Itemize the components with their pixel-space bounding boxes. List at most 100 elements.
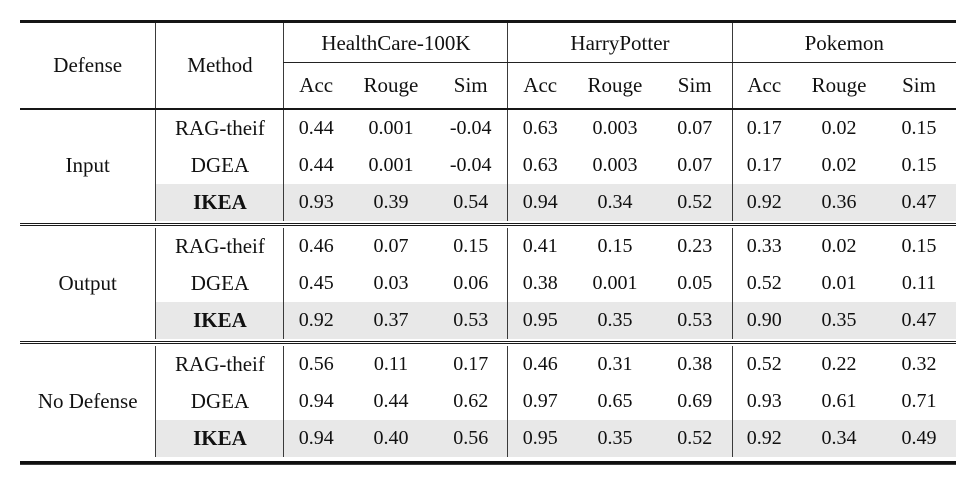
cell-value: 0.69	[677, 390, 713, 412]
cell-value: 0.003	[592, 154, 638, 176]
method-label: IKEA	[155, 420, 284, 457]
cell-value: 0.22	[821, 353, 857, 375]
cell-value: 0.63	[507, 147, 572, 184]
cell-value: 0.15	[901, 154, 937, 176]
cell-value: 0.07	[677, 154, 713, 176]
cell-value: 0.93	[731, 383, 796, 420]
block-input: Input RAG-theif 0.44 0.001 -0.04 0.63 0.…	[19, 109, 957, 221]
cell-value: 0.15	[901, 117, 937, 139]
method-label: RAG-theif	[155, 346, 284, 383]
cell-value: 0.34	[796, 420, 882, 457]
metric-header-acc: Acc	[283, 62, 348, 110]
cell-value: 0.31	[597, 353, 633, 375]
cell-value: 0.62	[453, 390, 489, 412]
block-separator	[19, 221, 957, 228]
cell-value: 0.44	[283, 147, 348, 184]
metric-header-sim: Sim	[657, 62, 732, 110]
cell-value: 0.65	[597, 390, 633, 412]
cell-value: 0.71	[901, 390, 937, 412]
defense-label: Output	[19, 228, 156, 339]
metric-header-rouge: Rouge	[347, 62, 434, 110]
cell-value: 0.001	[368, 117, 414, 139]
cell-value: 0.35	[571, 420, 658, 457]
cell-value: 0.001	[592, 272, 638, 294]
cell-value: 0.15	[453, 235, 489, 257]
cell-value: 0.95	[507, 302, 572, 339]
group-header-harrypotter: HarryPotter	[507, 21, 732, 63]
cell-value: 0.35	[571, 302, 658, 339]
defense-label: No Defense	[19, 346, 156, 457]
results-table: Defense Method HealthCare-100K HarryPott…	[19, 20, 957, 465]
metric-header-sim: Sim	[882, 62, 957, 110]
cell-value: 0.41	[507, 228, 572, 265]
cell-value: 0.35	[796, 302, 882, 339]
block-separator	[19, 339, 957, 346]
table-bottom-rule	[19, 457, 957, 465]
cell-value: 0.93	[283, 184, 348, 221]
group-header-pokemon: Pokemon	[731, 21, 957, 63]
cell-value: 0.52	[731, 346, 796, 383]
cell-value: 0.01	[821, 272, 857, 294]
cell-value: 0.94	[283, 383, 348, 420]
cell-value: 0.90	[731, 302, 796, 339]
cell-value: 0.40	[347, 420, 434, 457]
method-label: RAG-theif	[155, 109, 284, 147]
cell-value: 0.17	[731, 147, 796, 184]
cell-value: 0.49	[882, 420, 957, 457]
cell-value: -0.04	[449, 117, 492, 139]
bottom-rule-row	[19, 457, 957, 465]
method-label: DGEA	[155, 265, 284, 302]
metric-header-rouge: Rouge	[796, 62, 882, 110]
cell-value: 0.39	[347, 184, 434, 221]
double-rule	[19, 341, 957, 344]
table-row-highlighted: IKEA 0.93 0.39 0.54 0.94 0.34 0.52 0.92 …	[20, 184, 957, 221]
cell-value: 0.32	[901, 353, 937, 375]
table-row: Output RAG-theif 0.46 0.07 0.15 0.41 0.1…	[19, 228, 956, 339]
cell-value: 0.46	[283, 228, 348, 265]
cell-value: 0.47	[882, 302, 957, 339]
cell-value: 0.92	[731, 420, 796, 457]
cell-value: 0.61	[821, 390, 857, 412]
double-rule	[19, 223, 957, 226]
cell-value: 0.54	[433, 184, 508, 221]
table-row: DGEA 0.94 0.44 0.62 0.97 0.65 0.69 0.93 …	[20, 383, 956, 420]
cell-value: 0.53	[657, 302, 732, 339]
cell-value: 0.52	[731, 265, 796, 302]
cell-value: 0.15	[901, 235, 937, 257]
table-header: Defense Method HealthCare-100K HarryPott…	[19, 21, 957, 110]
cell-value: 0.92	[731, 184, 796, 221]
cell-value: 0.001	[368, 154, 414, 176]
cell-value: 0.92	[283, 302, 348, 339]
cell-value: 0.44	[283, 109, 348, 147]
cell-value: 0.11	[901, 272, 937, 294]
cell-value: 0.47	[882, 184, 957, 221]
cell-value: 0.07	[677, 117, 713, 139]
table-row: Input RAG-theif 0.44 0.001 -0.04 0.63 0.…	[19, 109, 956, 221]
separator-row	[19, 339, 957, 346]
cell-value: 0.56	[433, 420, 508, 457]
table-row-highlighted: IKEA 0.94 0.40 0.56 0.95 0.35 0.52 0.92 …	[20, 420, 957, 457]
table-row-highlighted: IKEA 0.92 0.37 0.53 0.95 0.35 0.53 0.90 …	[20, 302, 957, 339]
cell-value: 0.53	[433, 302, 508, 339]
method-label: DGEA	[155, 383, 284, 420]
cell-value: 0.46	[507, 346, 572, 383]
block-no-defense: No Defense RAG-theif 0.56 0.11 0.17 0.46…	[19, 346, 957, 457]
cell-value: 0.38	[507, 265, 572, 302]
separator-row	[19, 221, 957, 228]
cell-value: 0.34	[571, 184, 658, 221]
metric-header-sim: Sim	[433, 62, 508, 110]
cell-value: 0.38	[677, 353, 713, 375]
table-row: No Defense RAG-theif 0.56 0.11 0.17 0.46…	[19, 346, 956, 457]
table-row: DGEA 0.45 0.03 0.06 0.38 0.001 0.05 0.52…	[20, 265, 956, 302]
cell-value: 0.11	[373, 353, 409, 375]
cell-value: 0.37	[347, 302, 434, 339]
cell-value: 0.06	[453, 272, 489, 294]
method-label: IKEA	[155, 302, 284, 339]
method-label: DGEA	[155, 147, 284, 184]
metric-header-acc: Acc	[731, 62, 796, 110]
cell-value: 0.15	[597, 235, 633, 257]
cell-value: 0.05	[677, 272, 713, 294]
cell-value: 0.003	[592, 117, 638, 139]
defense-label: Input	[19, 109, 156, 221]
